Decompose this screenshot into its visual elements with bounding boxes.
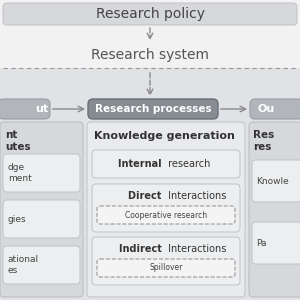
FancyBboxPatch shape [88,99,218,119]
FancyBboxPatch shape [0,99,50,119]
FancyBboxPatch shape [3,3,297,25]
FancyBboxPatch shape [92,150,240,178]
FancyBboxPatch shape [87,122,245,297]
Text: Knowledge generation: Knowledge generation [94,131,235,141]
Text: nt
utes: nt utes [5,130,31,152]
FancyBboxPatch shape [250,99,300,119]
Text: Research policy: Research policy [95,7,205,21]
Text: ational
es: ational es [8,255,39,275]
Text: Research processes: Research processes [95,104,211,114]
FancyBboxPatch shape [3,246,80,284]
FancyBboxPatch shape [97,206,235,224]
Text: ut: ut [35,104,49,114]
Text: Interactions: Interactions [165,191,226,201]
Text: Spillover: Spillover [149,263,183,272]
Text: Ou: Ou [258,104,275,114]
FancyBboxPatch shape [92,184,240,232]
Text: Pa: Pa [256,238,266,247]
Text: Internal: Internal [118,159,165,169]
FancyBboxPatch shape [3,200,80,238]
FancyBboxPatch shape [252,222,300,264]
FancyBboxPatch shape [249,122,300,297]
FancyBboxPatch shape [3,154,80,192]
Text: Res
res: Res res [253,130,274,152]
FancyBboxPatch shape [92,237,240,285]
Text: Cooperative research: Cooperative research [125,211,207,220]
Text: Research system: Research system [91,48,209,62]
FancyBboxPatch shape [252,160,300,202]
Text: dge
ment: dge ment [8,163,32,183]
Text: Interactions: Interactions [165,244,226,254]
FancyBboxPatch shape [97,259,235,277]
Text: research: research [165,159,210,169]
FancyBboxPatch shape [0,68,300,300]
Text: Indirect: Indirect [119,244,165,254]
Text: Direct: Direct [128,191,165,201]
FancyBboxPatch shape [0,122,83,297]
Text: gies: gies [8,214,27,224]
Text: Knowle: Knowle [256,176,289,185]
